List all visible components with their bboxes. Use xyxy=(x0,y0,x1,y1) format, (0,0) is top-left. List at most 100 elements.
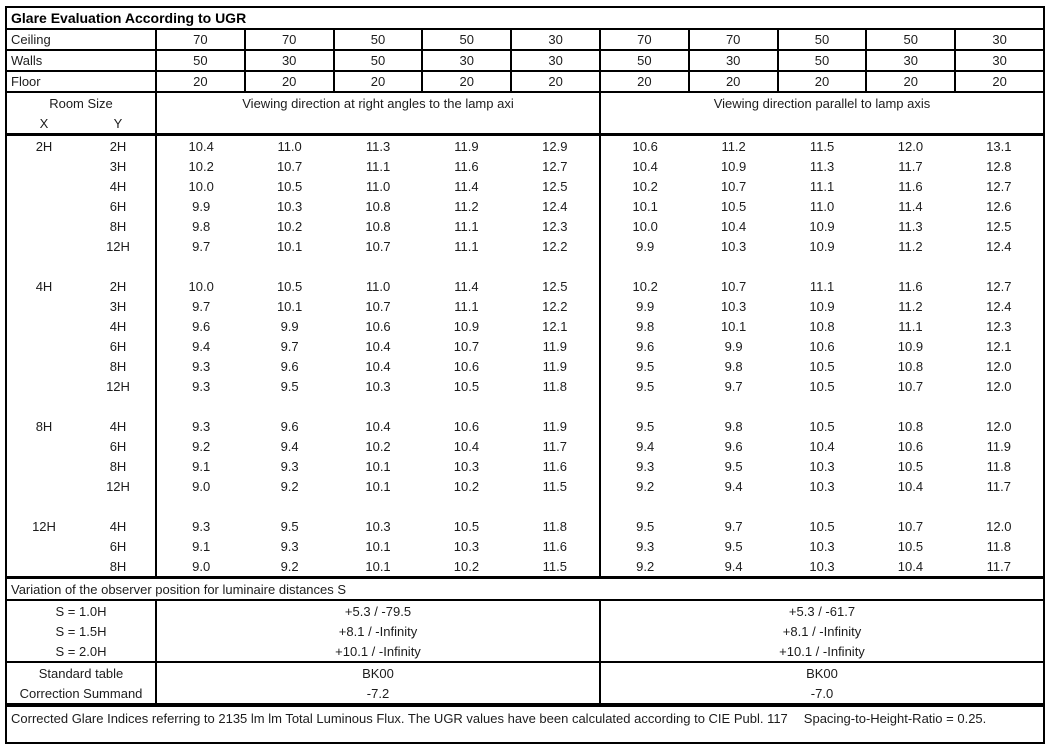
ugr-value: 10.9 xyxy=(897,338,924,354)
room-size-label: Room Size xyxy=(49,95,113,111)
surface-row: Floor 20 20 20 20 20 20 20 20 20 20 xyxy=(7,72,1043,93)
ugr-value: 10.3 xyxy=(453,538,480,554)
ugr-value: 10.0 xyxy=(188,278,214,294)
ugr-value: 12.1 xyxy=(986,338,1012,354)
ugr-group-right: 10.1 10.5 11.0 11.4 12.6 xyxy=(601,196,1043,216)
ugr-value: 10.3 xyxy=(720,238,747,254)
ugr-value: 10.4 xyxy=(365,338,391,354)
ugr-value: 13.1 xyxy=(986,138,1012,154)
page-title: Glare Evaluation According to UGR xyxy=(7,8,1043,30)
room-x xyxy=(7,156,81,176)
ugr-value: 10.6 xyxy=(453,358,480,374)
ugr-value: 9.5 xyxy=(636,378,655,394)
ugr-value: 10.0 xyxy=(632,218,658,234)
spacer-group xyxy=(601,496,1043,516)
ugr-value: 10.4 xyxy=(453,438,480,454)
ugr-value: 9.7 xyxy=(280,338,299,354)
ugr-value: 10.5 xyxy=(276,178,303,194)
table-row: 4H 2H 10.0 10.5 11.0 11.4 12.5 10.2 10.7 11.1 11.6… xyxy=(7,276,1043,296)
ugr-value: 12.3 xyxy=(542,218,568,234)
room-size-cells: 12H xyxy=(7,376,157,396)
ugr-value: 10.6 xyxy=(632,138,658,154)
room-x xyxy=(7,376,81,396)
ugr-value: 12.2 xyxy=(542,238,568,254)
ugr-value: 11.6 xyxy=(542,458,567,474)
room-size-cells: 8H xyxy=(7,556,157,576)
surface-value: 30 xyxy=(690,51,779,70)
surface-value: 30 xyxy=(246,51,335,70)
room-x xyxy=(7,216,81,236)
ugr-value: 10.4 xyxy=(365,358,391,374)
ugr-value: 9.3 xyxy=(280,458,299,474)
table-row: 12H 9.7 10.1 10.7 11.1 12.2 9.9 10.3 10.9 11.2 12.… xyxy=(7,236,1043,256)
xy-header-line: X Y xyxy=(7,113,155,133)
ugr-value: 9.6 xyxy=(280,358,299,374)
surface-value: 50 xyxy=(335,51,424,70)
ugr-value: 10.6 xyxy=(365,318,391,334)
footer-text: Corrected Glare Indices referring to 213… xyxy=(11,711,788,726)
spacer-group xyxy=(157,396,601,416)
ugr-value: 10.9 xyxy=(809,238,835,254)
summary-row: Standard table BK00 BK00 xyxy=(7,663,1043,683)
summary-value-right: -7.0 xyxy=(810,685,834,701)
ugr-group-left: 10.4 11.0 11.3 11.9 12.9 xyxy=(157,136,601,156)
ugr-value: 10.5 xyxy=(897,458,924,474)
ugr-value: 10.3 xyxy=(720,298,747,314)
ugr-value: 9.6 xyxy=(724,438,743,454)
room-y: 4H xyxy=(109,178,127,194)
ugr-value: 9.7 xyxy=(192,298,211,314)
observer-distance-row: S = 2.0H +10.1 / -Infinity +10.1 / -Infini… xyxy=(7,641,1043,661)
ugr-value: 9.3 xyxy=(280,538,299,554)
ugr-value: 11.8 xyxy=(542,378,567,394)
ugr-value: 10.7 xyxy=(720,278,747,294)
ugr-value: 10.5 xyxy=(809,378,835,394)
ugr-group-right: 9.9 10.3 10.9 11.2 12.4 xyxy=(601,296,1043,316)
ugr-group-left: 9.9 10.3 10.8 11.2 12.4 xyxy=(157,196,601,216)
surface-value: 20 xyxy=(601,72,690,91)
ugr-value: 12.1 xyxy=(542,318,568,334)
surface-value: 70 xyxy=(246,30,335,49)
observer-distance-row: S = 1.5H +8.1 / -Infinity +8.1 / -Infinity xyxy=(7,621,1043,641)
room-size-cells: 3H xyxy=(7,296,157,316)
ugr-value: 11.3 xyxy=(809,158,835,174)
room-size-cells: 6H xyxy=(7,336,157,356)
table-row: 8H 9.1 9.3 10.1 10.3 11.6 9.3 9.5 10.3 10.5 11.8 xyxy=(7,456,1043,476)
table-row: 8H 9.0 9.2 10.1 10.2 11.5 9.2 9.4 10.3 10.4 11.7 xyxy=(7,556,1043,576)
ugr-value: 9.8 xyxy=(724,358,743,374)
ugr-value: 9.9 xyxy=(280,318,299,334)
room-x xyxy=(7,356,81,376)
ugr-group-right: 10.0 10.4 10.9 11.3 12.5 xyxy=(601,216,1043,236)
ugr-group-right: 9.3 9.5 10.3 10.5 11.8 xyxy=(601,536,1043,556)
ugr-value: 9.2 xyxy=(280,558,299,574)
ugr-value: 10.3 xyxy=(453,458,480,474)
table-row: 8H 9.8 10.2 10.8 11.1 12.3 10.0 10.4 10.9 11.3 12.… xyxy=(7,216,1043,236)
spacer-group xyxy=(157,256,601,276)
ugr-group-right: 9.3 9.5 10.3 10.5 11.8 xyxy=(601,456,1043,476)
room-size-cells: 12H xyxy=(7,236,157,256)
room-y: 8H xyxy=(109,358,127,374)
ugr-value: 9.5 xyxy=(724,458,743,474)
room-x xyxy=(7,296,81,316)
ugr-group-left: 9.7 10.1 10.7 11.1 12.2 xyxy=(157,236,601,256)
ugr-value: 11.7 xyxy=(986,478,1011,494)
ugr-value: 11.6 xyxy=(898,278,923,294)
ugr-value: 12.0 xyxy=(986,418,1012,434)
surface-label: Walls xyxy=(7,51,157,70)
ugr-value: 10.6 xyxy=(453,418,480,434)
ugr-value: 10.7 xyxy=(720,178,747,194)
ugr-value: 11.6 xyxy=(898,178,923,194)
ugr-value: 10.1 xyxy=(365,458,391,474)
room-y: 6H xyxy=(109,538,127,554)
ugr-value: 10.9 xyxy=(720,158,747,174)
table-row: 8H 9.3 9.6 10.4 10.6 11.9 9.5 9.8 10.5 10.8 12.0 xyxy=(7,356,1043,376)
ugr-value: 11.3 xyxy=(365,138,391,154)
ugr-group-right: 10.2 10.7 11.1 11.6 12.7 xyxy=(601,276,1043,296)
surface-value: 20 xyxy=(548,74,563,89)
room-size-cells: 8H xyxy=(7,456,157,476)
ugr-value: 12.6 xyxy=(986,198,1012,214)
ugr-value: 9.0 xyxy=(192,478,211,494)
ugr-value: 10.5 xyxy=(809,358,835,374)
table-row: 12H 4H 9.3 9.5 10.3 10.5 11.8 9.5 9.7 10.5 10.7 12.… xyxy=(7,516,1043,536)
surface-value: 20 xyxy=(246,72,335,91)
ugr-value: 12.0 xyxy=(897,138,924,154)
